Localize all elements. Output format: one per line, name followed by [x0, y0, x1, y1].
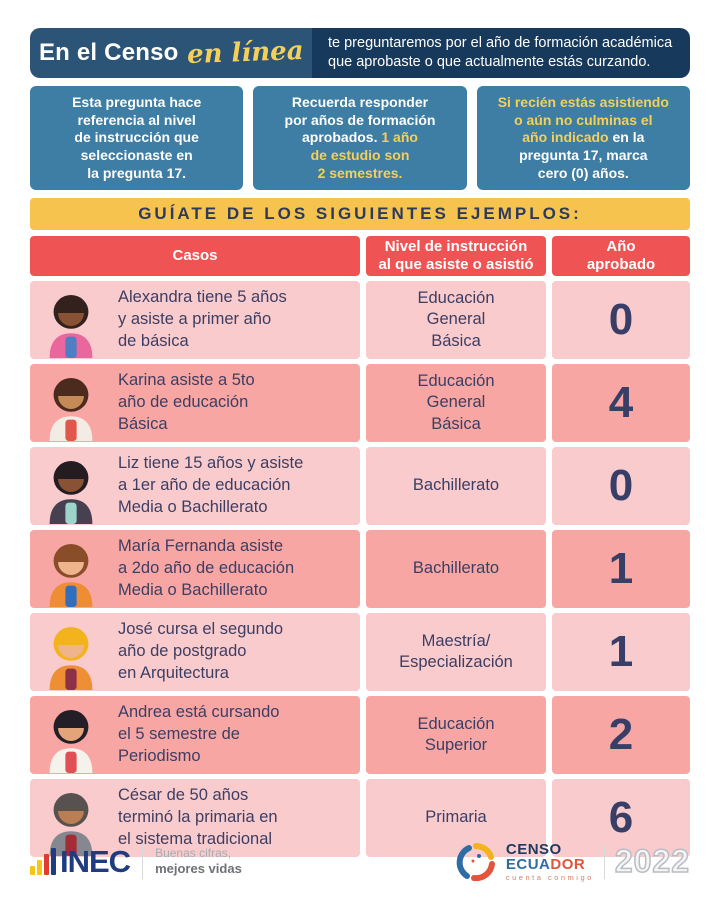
- column-header-casos: Casos: [30, 236, 360, 277]
- table-row-case-cell: César de 50 años terminó la primaria en …: [30, 779, 360, 858]
- table-row-case-cell: Liz tiene 15 años y asiste a 1er año de …: [30, 447, 360, 526]
- infographic-page: En el Censo en línea te preguntaremos po…: [30, 28, 690, 858]
- case-text: Karina asiste a 5to año de educación Bás…: [118, 371, 255, 433]
- census-swirl-icon: [456, 842, 495, 881]
- column-header-casos-label: Casos: [172, 247, 218, 265]
- case-text: Liz tiene 15 años y asiste a 1er año de …: [118, 454, 304, 516]
- table-row-years-cell: 0: [552, 281, 690, 360]
- years-value: 0: [608, 461, 634, 511]
- girl-waving-backpack-illustration: [30, 365, 112, 442]
- brand-script-en-linea: en línea: [186, 35, 304, 71]
- header-brand: En el Censo en línea: [30, 28, 312, 78]
- instruction-notes: Esta pregunta hace referencia al nivel d…: [30, 86, 690, 191]
- case-text: César de 50 años terminó la primaria en …: [118, 786, 278, 848]
- years-value: 2: [608, 710, 634, 760]
- inec-slogan-line2: mejores vidas: [155, 861, 242, 877]
- woman-microphone-illustration: [30, 697, 112, 774]
- table-row-years-cell: 2: [552, 696, 690, 775]
- table-row-level-cell: Educación General Básica: [366, 281, 546, 360]
- brand-title: En el Censo: [38, 39, 179, 66]
- girl-arms-raised-illustration: [30, 282, 112, 359]
- table-row-level-cell: Educación General Básica: [366, 364, 546, 443]
- table-row-years-cell: 1: [552, 613, 690, 692]
- level-text: Bachillerato: [412, 476, 500, 495]
- level-text: Bachillerato: [412, 559, 500, 578]
- case-text: José cursa el segundo año de postgrado e…: [118, 620, 284, 682]
- case-text: Alexandra tiene 5 años y asiste a primer…: [118, 288, 287, 350]
- table-row-years-cell: 6: [552, 779, 690, 858]
- girl-glasses-book-illustration: [30, 531, 112, 608]
- note-mark-zero: Si recién estás asistiendo o aún no culm…: [476, 86, 690, 191]
- column-header-anio: Año aprobado: [552, 236, 690, 277]
- level-text: Educación General Básica: [417, 288, 495, 350]
- level-text: Primaria: [425, 808, 487, 827]
- years-value: 6: [608, 793, 634, 843]
- footer-divider: [142, 844, 144, 879]
- examples-banner: GUÍATE DE LOS SIGUIENTES EJEMPLOS:: [30, 198, 690, 231]
- table-row-case-cell: Karina asiste a 5to año de educación Bás…: [30, 364, 360, 443]
- header-tagline: te preguntaremos por el año de formación…: [312, 28, 690, 78]
- footer-divider-2: [603, 844, 605, 879]
- censo-line1: CENSO: [505, 840, 562, 858]
- years-value: 1: [608, 544, 634, 594]
- table-row-case-cell: Alexandra tiene 5 años y asiste a primer…: [30, 281, 360, 360]
- table-row-level-cell: Maestría/ Especialización: [366, 613, 546, 692]
- level-text: Educación Superior: [417, 714, 495, 755]
- censo-line3: cuenta conmigo: [505, 873, 594, 883]
- header-bar: En el Censo en línea te preguntaremos po…: [30, 28, 690, 78]
- column-header-nivel: Nivel de instrucción al que asiste o asi…: [366, 236, 546, 277]
- man-hardhat-builder-illustration: [30, 614, 112, 691]
- woman-pointing-illustration: [30, 448, 112, 525]
- older-man-glasses-suit-illustration: [30, 780, 112, 857]
- table-row-level-cell: Bachillerato: [366, 530, 546, 609]
- censo-line2-blue: ECUA: [505, 856, 551, 874]
- table-row-years-cell: 1: [552, 530, 690, 609]
- years-value: 4: [608, 378, 634, 428]
- table-row-level-cell: Educación Superior: [366, 696, 546, 775]
- censo-logo-group: CENSO ECUADOR cuenta conmigo 2022: [456, 840, 690, 883]
- note-years-approved: Recuerda responder por años de formación…: [253, 86, 467, 191]
- census-year: 2022: [614, 843, 690, 881]
- examples-table: Casos Nivel de instrucción al que asiste…: [30, 236, 690, 858]
- level-text: Maestría/ Especialización: [399, 631, 513, 672]
- table-row-case-cell: Andrea está cursando el 5 semestre de Pe…: [30, 696, 360, 775]
- censo-line2: ECUADOR: [506, 857, 594, 872]
- inec-wordmark: INEC: [60, 843, 131, 879]
- case-text: María Fernanda asiste a 2do año de educa…: [118, 537, 295, 599]
- table-row-case-cell: José cursa el segundo año de postgrado e…: [30, 613, 360, 692]
- table-row-level-cell: Primaria: [366, 779, 546, 858]
- censo-wordmark: CENSO ECUADOR cuenta conmigo: [505, 840, 594, 883]
- table-row-years-cell: 0: [552, 447, 690, 526]
- inec-slogan: Buenas cifras, mejores vidas: [155, 846, 242, 878]
- level-text: Educación General Básica: [417, 371, 495, 433]
- footer: INEC Buenas cifras, mejores vidas CENSO …: [30, 840, 690, 883]
- censo-line2-red: DOR: [550, 856, 586, 874]
- case-text: Andrea está cursando el 5 semestre de Pe…: [118, 703, 280, 765]
- column-header-nivel-label: Nivel de instrucción al que asiste o asi…: [378, 238, 534, 274]
- table-row-level-cell: Bachillerato: [366, 447, 546, 526]
- bar-chart-icon: [30, 848, 56, 876]
- years-value: 1: [608, 627, 634, 677]
- inec-logo-group: INEC Buenas cifras, mejores vidas: [30, 844, 242, 880]
- inec-slogan-line1: Buenas cifras,: [155, 845, 232, 860]
- inec-logo: INEC: [30, 843, 131, 880]
- column-header-anio-label: Año aprobado: [586, 238, 656, 274]
- years-value: 0: [608, 295, 634, 345]
- table-row-case-cell: María Fernanda asiste a 2do año de educa…: [30, 530, 360, 609]
- table-row-years-cell: 4: [552, 364, 690, 443]
- note-question-reference: Esta pregunta hace referencia al nivel d…: [30, 86, 244, 191]
